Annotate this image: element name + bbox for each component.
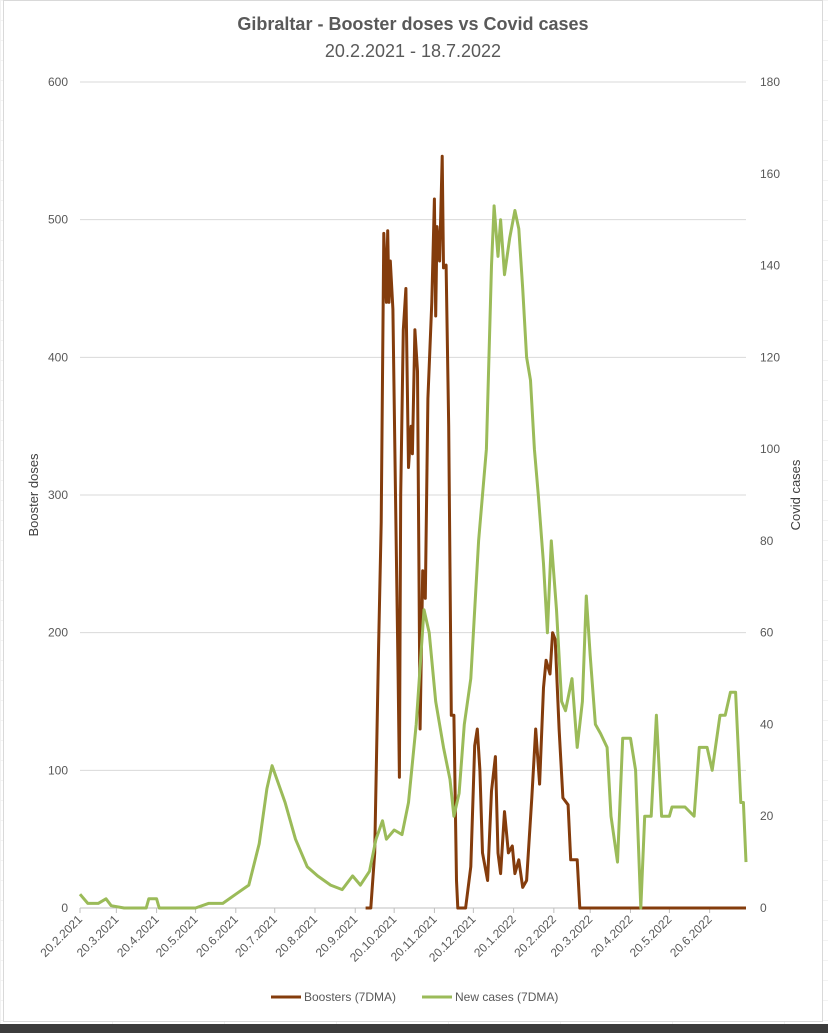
chart-title: Gibraltar - Booster doses vs Covid cases bbox=[237, 14, 588, 34]
right-tick-label: 40 bbox=[760, 717, 774, 731]
left-tick-label: 300 bbox=[48, 488, 68, 502]
x-axis-ticks: 20.2.202120.3.202120.4.202120.5.202120.6… bbox=[37, 908, 715, 965]
right-tick-label: 60 bbox=[760, 626, 774, 640]
left-tick-label: 200 bbox=[48, 626, 68, 640]
right-tick-label: 160 bbox=[760, 167, 780, 181]
chart-subtitle: 20.2.2021 - 18.7.2022 bbox=[325, 41, 501, 61]
chart-area[interactable] bbox=[3, 0, 823, 1022]
left-tick-label: 0 bbox=[61, 901, 68, 915]
left-tick-label: 600 bbox=[48, 75, 68, 89]
right-axis-title: Covid cases bbox=[788, 459, 803, 530]
x-tick-label: 20.5.2021 bbox=[153, 912, 201, 960]
x-tick-label: 20.7.2021 bbox=[232, 912, 280, 960]
x-tick-label: 20.8.2021 bbox=[272, 912, 320, 960]
left-tick-label: 400 bbox=[48, 350, 68, 364]
right-tick-label: 140 bbox=[760, 259, 780, 273]
right-tick-label: 0 bbox=[760, 901, 767, 915]
x-tick-label: 20.6.2022 bbox=[667, 912, 715, 960]
left-tick-label: 500 bbox=[48, 213, 68, 227]
left-axis-title: Booster doses bbox=[26, 453, 41, 537]
legend-label-new-cases: New cases (7DMA) bbox=[455, 990, 558, 1004]
right-tick-label: 20 bbox=[760, 809, 774, 823]
right-tick-label: 120 bbox=[760, 350, 780, 364]
series-line-boosters bbox=[365, 154, 746, 910]
window-status-bar bbox=[0, 1024, 828, 1033]
right-axis-ticks: 0 20 40 60 80 100 120 140 160 180 bbox=[760, 75, 780, 915]
right-tick-label: 100 bbox=[760, 442, 780, 456]
x-tick-label: 20.1.2022 bbox=[471, 912, 519, 960]
left-axis-ticks: 0 100 200 300 400 500 600 bbox=[48, 75, 68, 915]
right-tick-label: 180 bbox=[760, 75, 780, 89]
x-tick-label: 20.5.2022 bbox=[627, 912, 675, 960]
series-line-new-cases bbox=[78, 204, 748, 910]
legend-label-boosters: Boosters (7DMA) bbox=[304, 990, 396, 1004]
left-tick-label: 100 bbox=[48, 763, 68, 777]
legend[interactable]: Boosters (7DMA) New cases (7DMA) bbox=[271, 990, 558, 1004]
right-tick-label: 80 bbox=[760, 534, 774, 548]
gridlines bbox=[80, 81, 746, 909]
series-lines bbox=[78, 154, 748, 910]
